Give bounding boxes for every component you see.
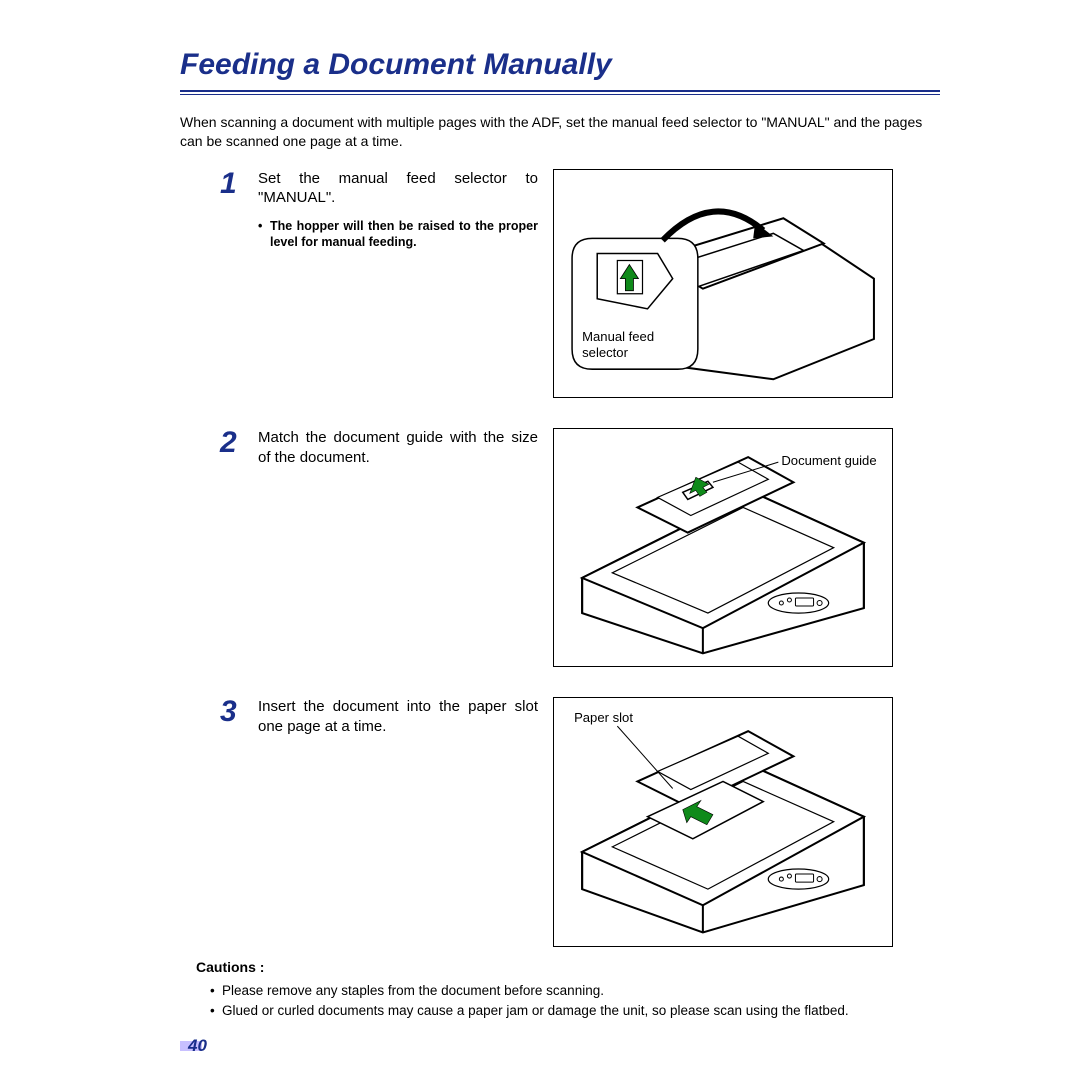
cautions-list: Please remove any staples from the docum… (180, 981, 940, 1022)
caution-2: Glued or curled documents may cause a pa… (210, 1001, 940, 1021)
step-2-number: 2 (220, 428, 246, 667)
intro-paragraph: When scanning a document with multiple p… (180, 113, 940, 151)
step-2-text: Match the document guide with the size o… (258, 428, 538, 467)
heading-rule-bottom (180, 94, 940, 95)
callout-paper-slot: Paper slot (574, 711, 633, 726)
step-3-figure: Paper slot (553, 697, 893, 946)
step-1: 1 Set the manual feed selector to "MANUA… (180, 169, 940, 398)
callout-selector: selector (582, 345, 628, 360)
step-3-text: Insert the document into the paper slot … (258, 697, 538, 736)
heading-rule-top (180, 90, 940, 92)
step-3: 3 Insert the document into the paper slo… (180, 697, 940, 946)
callout-document-guide: Document guide (781, 453, 876, 468)
cautions-heading: Cautions : (180, 959, 940, 975)
step-1-number: 1 (220, 169, 246, 398)
step-1-text: Set the manual feed selector to "MANUAL"… (258, 169, 538, 208)
page-number: 40 (180, 1036, 207, 1056)
callout-manual-feed: Manual feed (582, 329, 654, 344)
step-2: 2 Match the document guide with the size… (180, 428, 940, 667)
page-title: Feeding a Document Manually (180, 48, 940, 82)
step-1-figure: Manual feed selector (553, 169, 893, 398)
step-2-figure: Document guide (553, 428, 893, 667)
step-1-bullet: The hopper will then be raised to the pr… (258, 218, 538, 251)
caution-1: Please remove any staples from the docum… (210, 981, 940, 1001)
step-3-number: 3 (220, 697, 246, 946)
